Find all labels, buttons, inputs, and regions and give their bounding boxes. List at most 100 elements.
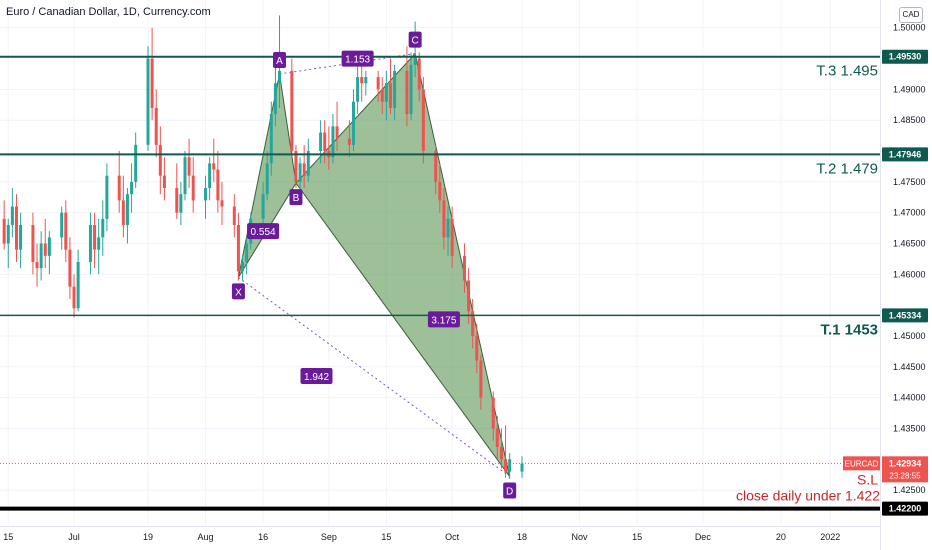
candle-body <box>298 163 302 182</box>
candle-body <box>10 206 14 226</box>
candle-body <box>204 188 208 201</box>
x-tick-label: 15 <box>3 532 13 542</box>
candle-body <box>499 446 503 460</box>
candle-body <box>331 126 335 158</box>
candle-body <box>364 77 368 84</box>
candle-body <box>504 459 508 472</box>
candle-body <box>158 144 162 176</box>
candle-body <box>35 262 39 269</box>
level-price-tag <box>882 308 928 323</box>
y-tick-label: 1.47000 <box>893 208 926 218</box>
candle-body <box>421 89 425 152</box>
candle-body <box>356 77 360 102</box>
pattern-point-label: X <box>235 287 242 298</box>
candle-body <box>495 428 499 447</box>
pattern-ratio-box <box>247 223 280 240</box>
candle-body <box>475 335 479 361</box>
pattern-ratio-box <box>341 50 374 67</box>
candle-body <box>19 225 23 250</box>
candle-body <box>117 175 121 201</box>
candle-body <box>76 262 80 309</box>
y-tick-label: 1.50000 <box>893 23 926 33</box>
candle-body <box>302 163 306 176</box>
pattern-point-a <box>273 51 287 68</box>
y-tick-label: 1.44500 <box>893 362 926 372</box>
x-tick-label: Aug <box>198 532 214 542</box>
candle-body <box>232 206 236 226</box>
candle-body <box>60 212 64 238</box>
pattern-ratio-label: 3.175 <box>431 315 456 326</box>
pattern-point-x <box>231 283 245 300</box>
x-tick-label: Dec <box>695 532 712 542</box>
symbol-tag <box>843 456 880 471</box>
pattern-ratio-label: 1.942 <box>304 372 329 383</box>
candle-body <box>154 107 158 145</box>
candle-body <box>179 194 183 213</box>
y-tick-label: 1.42500 <box>893 485 926 495</box>
candle-body <box>208 163 212 189</box>
candle-body <box>347 138 351 145</box>
x-tick-label: 15 <box>632 532 642 542</box>
candle-body <box>393 70 397 108</box>
candle-body <box>68 249 72 287</box>
candle-body <box>64 212 68 250</box>
pattern-ratio-label: 0.554 <box>251 227 276 238</box>
current-price-tag <box>882 456 928 483</box>
candle-body <box>245 243 249 262</box>
candle-body <box>388 83 392 108</box>
candle-body <box>146 58 150 145</box>
y-tick-label: 1.46500 <box>893 239 926 249</box>
candle-body <box>162 175 166 189</box>
candle-body <box>191 175 195 201</box>
candle-body <box>6 225 10 244</box>
x-tick-label: 18 <box>517 532 527 542</box>
x-tick-label: Jul <box>68 532 80 542</box>
x-tick-label: Oct <box>445 532 460 542</box>
candle-body <box>479 360 483 398</box>
candle-body <box>306 151 310 176</box>
candle-body <box>212 163 216 170</box>
pattern-bcd-triangle <box>295 52 511 477</box>
candles <box>2 15 524 479</box>
candle-body <box>216 169 220 201</box>
candle-body <box>43 243 47 256</box>
pattern-xd-dotted-line <box>238 277 510 477</box>
candle-body <box>261 194 265 219</box>
x-tick-label: 19 <box>143 532 153 542</box>
candle-body <box>323 132 327 152</box>
level-price-label: 1.49530 <box>889 52 922 62</box>
y-tick-label: 1.48500 <box>893 115 926 125</box>
level-price-tag <box>882 501 928 516</box>
candle-body <box>121 200 125 226</box>
candle-body <box>434 151 438 182</box>
candle-body <box>105 175 109 219</box>
candle-body <box>450 218 454 256</box>
candle-body <box>97 237 101 250</box>
stop-loss-label: S.L <box>857 471 878 487</box>
pattern-point-label: B <box>293 193 300 204</box>
pattern-point-c <box>408 31 422 48</box>
candle-body <box>417 58 421 90</box>
x-tick-label: 2022 <box>820 532 840 542</box>
level-price-label: 1.45334 <box>889 310 922 320</box>
candle-body <box>236 225 240 272</box>
candle-body <box>2 218 6 244</box>
pattern-point-label: A <box>276 56 283 67</box>
currency-button[interactable]: CAD <box>899 7 923 23</box>
x-tick-label: 16 <box>258 532 268 542</box>
current-price-label: 1.42934 <box>889 458 922 468</box>
candle-body <box>175 188 179 213</box>
target-2-label: T.2 1.479 <box>816 160 878 177</box>
candle-body <box>31 225 35 262</box>
candle-body <box>125 194 129 226</box>
level-price-tag <box>882 147 928 162</box>
candle-body <box>273 83 277 115</box>
target-1-label: T.1 1453 <box>820 321 878 338</box>
candle-body <box>47 237 51 256</box>
candle-body <box>101 218 105 238</box>
y-tick-label: 1.43500 <box>893 423 926 433</box>
pattern-ratio-box <box>427 311 460 328</box>
countdown-label: 23:28:55 <box>889 471 921 480</box>
pattern-point-d <box>503 482 517 499</box>
